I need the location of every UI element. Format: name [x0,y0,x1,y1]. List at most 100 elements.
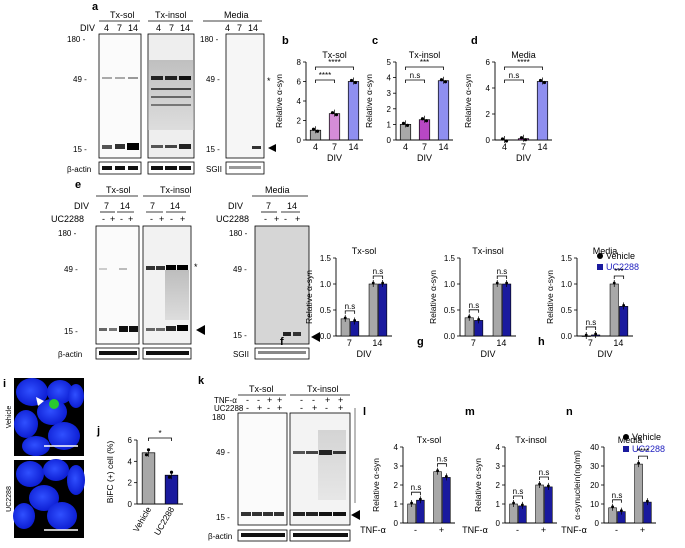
chart-title: Tx-sol [322,50,347,60]
k-arrowhead-icon [351,510,360,520]
x-axis-label: TNF-α [462,525,488,535]
legend-uc-label: UC2288 [606,262,639,272]
x-axis-label: DIV [480,349,495,359]
y-tick-label: 1 [387,120,392,129]
x-tick-label: 4 [313,142,318,152]
data-point [505,281,509,285]
data-point [538,78,543,83]
y-tick-label: 30 [590,462,599,471]
legend2-uc-label: UC2288 [632,444,665,454]
y-tick-label: 1.5 [320,254,332,263]
panel-letter-h: h [538,336,545,348]
e-media-arrowhead-icon [311,332,320,342]
k-sign: + [338,403,343,413]
y-tick-label: 0.5 [320,306,332,315]
a-div-4: 4 [104,23,109,33]
sig1-label: n.s [509,71,520,80]
k-sign: - [267,403,270,413]
data-point [436,469,439,473]
x-tick-label: 14 [348,142,358,152]
k-sign: + [277,395,282,405]
x-tick-label: 7 [347,338,352,348]
data-point [500,137,505,141]
data-point [401,121,406,125]
sig2-bracket [613,275,625,279]
data-point [538,482,541,486]
sig2-label: **** [517,58,529,67]
e-blot-media [254,225,310,345]
x-tick-label: 14 [372,338,382,348]
data-point [443,80,448,84]
i-bifc-signal [49,399,59,409]
legend-n: Vehicle UC2288 [623,432,665,454]
sig2-bracket [372,275,384,279]
sig2-label: *** [420,58,429,67]
panel-letter-f: f [280,336,284,348]
x-tick-label: 7 [422,142,427,152]
e-sign: + [128,214,133,224]
data-point [353,319,357,322]
sig1-bracket [315,79,335,83]
e-group-txsol: Tx-sol [106,185,131,195]
panel-letter-n: n [566,406,573,418]
k-sign: - [246,395,249,405]
data-point [311,127,316,131]
data-point [424,119,429,123]
y-tick-label: 4 [496,443,501,452]
data-point [504,139,509,143]
chart-title: Tx-insol [515,435,547,445]
panel-letter-m: m [465,406,475,418]
x-axis-label: TNF-α [561,525,587,535]
data-point [512,501,515,505]
chart-n: 0 10 20 30 40 Media α-synuclein(ng/ml) - + TNF-α n… [561,435,656,535]
e-div-14: 14 [120,201,130,211]
k-sign: - [325,403,328,413]
x-tick-label: + [640,525,645,535]
panel-i: i Vehicle UC2288 [3,378,85,538]
data-point [622,303,626,307]
sig2-bracket [437,463,447,467]
sig1-bracket [405,79,425,83]
e-div-7: 7 [104,201,109,211]
k-sign: + [338,395,343,405]
sig2-bracket [315,66,354,70]
y-tick-label: 0.0 [444,332,456,341]
e-group-media: Media [265,185,290,195]
e-div-label-media: DIV [228,201,243,211]
y-axis-label: Relative α-syn [304,270,314,324]
x-tick-label: 14 [537,142,547,152]
legend2-vehicle-marker [623,434,629,440]
sig2-label: *** [614,267,623,276]
y-tick-label: 3 [394,462,399,471]
k-sign: + [325,395,330,405]
x-axis-label: DIV [417,153,432,163]
y-tick-label: 6 [128,436,133,445]
y-axis-label: Relative α-syn [463,74,473,128]
a-mw-180: 180 - [67,35,86,44]
x-tick-label: UC2288 [152,505,176,537]
y-tick-label: 10 [590,500,599,509]
e-sign: - [102,214,105,224]
bar [328,113,341,141]
y-tick-label: 1.5 [444,254,456,263]
e-uc-label: UC2288 [51,214,84,224]
y-tick-label: 0 [486,136,491,145]
e-sign: + [295,214,300,224]
data-point [334,113,339,117]
e-sign: + [110,214,115,224]
bar-uc2288 [378,283,388,337]
chart-c: 0 1 2 3 4 5 Tx-insol Relative α-syn 4 7 14 DIV n.s **… [364,50,453,163]
chart-title: Media [593,246,618,256]
panel-letter-e: e [75,179,81,191]
a-div-7: 7 [117,23,122,33]
e-mw-15: 15 - [64,327,78,336]
panel-letter-c: c [372,35,378,47]
y-tick-label: 0 [496,519,501,528]
panel-letter-d: d [471,35,478,47]
a-div-14: 14 [128,23,138,33]
data-point [584,333,588,337]
chart-d: 0 2 4 6 Media Relative α-syn 4 7 14 DIV n.s **** [463,50,552,163]
data-point [495,281,499,285]
k-tnf-label: TNF-α [214,396,237,405]
